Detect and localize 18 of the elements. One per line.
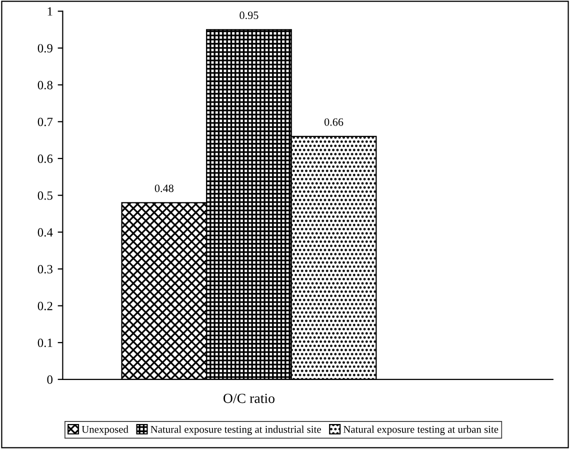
y-tick-label: 0.2 bbox=[38, 302, 52, 310]
y-tick-label: 0.8 bbox=[38, 80, 52, 90]
y-tick-label: 0.9 bbox=[38, 44, 52, 53]
y-tick-label: 0.1 bbox=[38, 338, 52, 348]
legend-label: Natural exposure testing at urban site bbox=[343, 426, 498, 436]
y-tick-label: 0.3 bbox=[38, 264, 52, 274]
data-label: 0.66 bbox=[324, 118, 344, 126]
x-tick-label: O/C ratio bbox=[224, 394, 274, 404]
data-label: 0.95 bbox=[240, 12, 258, 20]
y-tick-label: 0.4 bbox=[38, 228, 53, 237]
legend-label: Unexposed bbox=[82, 426, 128, 436]
y-tick-label: 0 bbox=[47, 375, 52, 384]
y-tick-label: 1 bbox=[48, 7, 52, 16]
y-tick-label: 0.5 bbox=[38, 191, 52, 200]
data-label: 0.48 bbox=[154, 184, 174, 192]
y-tick-label: 0.7 bbox=[38, 118, 53, 126]
y-tick-label: 0.6 bbox=[38, 154, 53, 164]
legend-label: Natural exposure testing at industrial site bbox=[150, 426, 321, 436]
